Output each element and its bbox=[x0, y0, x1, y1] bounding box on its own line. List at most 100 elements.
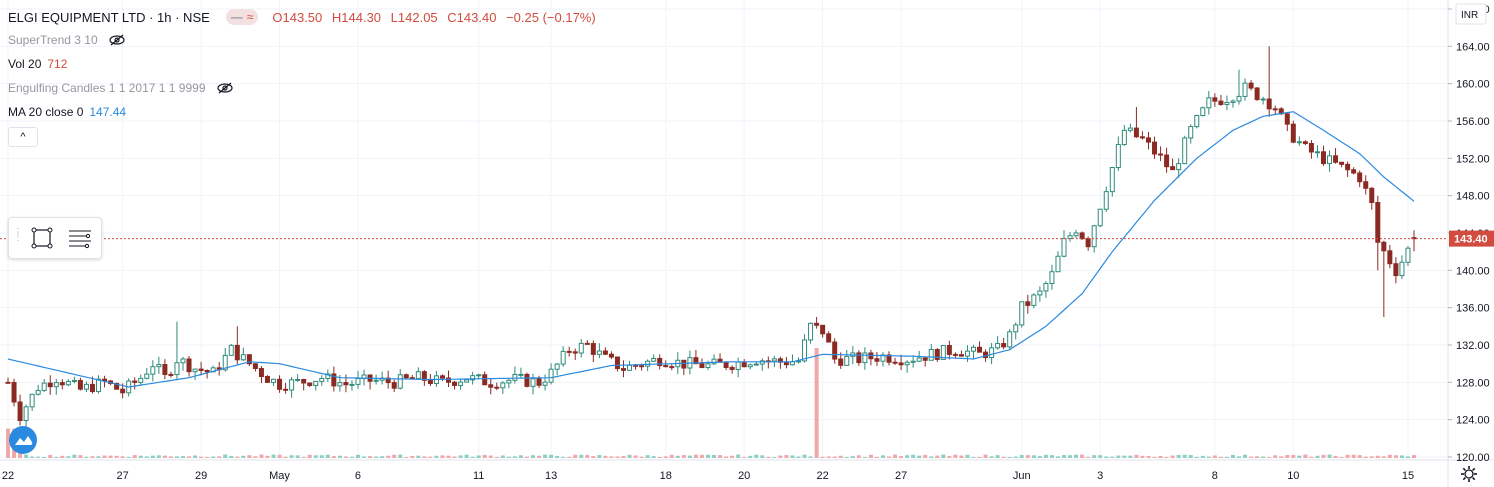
volume-bar bbox=[1194, 456, 1199, 458]
volume-bar bbox=[959, 455, 964, 458]
candle-body bbox=[705, 363, 711, 369]
volume-bar bbox=[856, 455, 861, 458]
volume-bar bbox=[1291, 454, 1296, 458]
volume-bar bbox=[54, 456, 59, 458]
settings-gear-icon[interactable] bbox=[1460, 465, 1478, 483]
collapse-legend-button[interactable]: ^ bbox=[8, 127, 38, 147]
volume-bar bbox=[911, 454, 916, 458]
volume-bar bbox=[893, 454, 898, 458]
candle-body bbox=[862, 352, 868, 364]
volume-bar bbox=[374, 456, 379, 458]
volume-bar bbox=[518, 455, 523, 458]
drawing-toolbox[interactable]: ⋮ ⋮ bbox=[8, 217, 102, 259]
candle-body bbox=[530, 378, 536, 387]
drag-handle-icon[interactable]: ⋮ ⋮ bbox=[13, 227, 23, 243]
hidden-eye-icon[interactable] bbox=[108, 34, 126, 46]
volume-bar bbox=[603, 455, 608, 458]
volume-bar bbox=[1188, 454, 1193, 458]
volume-bar bbox=[887, 456, 892, 458]
candle-body bbox=[627, 364, 633, 371]
volume-bar bbox=[42, 456, 47, 458]
candle-body bbox=[494, 386, 500, 389]
volume-bar bbox=[1055, 456, 1060, 458]
volume-bar bbox=[102, 455, 107, 458]
lines-tool-icon[interactable] bbox=[67, 226, 93, 250]
candle-body bbox=[759, 360, 765, 365]
volume-bar bbox=[78, 455, 83, 458]
last-price-badge bbox=[1449, 230, 1494, 247]
compare-pill[interactable]: — ≈ bbox=[225, 9, 259, 25]
candle-body bbox=[536, 378, 542, 386]
candle-body bbox=[596, 350, 602, 355]
candle-body bbox=[808, 322, 814, 341]
candle-body bbox=[584, 342, 590, 345]
candle-body bbox=[1393, 263, 1399, 277]
volume-bar bbox=[1134, 454, 1139, 458]
indicator-engulfing[interactable]: Engulfing Candles 1 1 2017 1 1 9999 bbox=[8, 81, 234, 95]
candle-body bbox=[1357, 172, 1363, 183]
candle-body bbox=[89, 383, 95, 393]
volume-bar bbox=[458, 455, 463, 458]
candle-body bbox=[355, 378, 361, 385]
volume-bar bbox=[1116, 455, 1121, 458]
candle-body bbox=[1206, 97, 1212, 109]
candle-body bbox=[747, 364, 753, 368]
indicator-ma[interactable]: MA 20 close 0 147.44 bbox=[8, 105, 126, 119]
candle-body bbox=[83, 383, 89, 390]
volume-bar bbox=[205, 456, 210, 458]
volume-bar bbox=[156, 455, 161, 458]
volume-bar bbox=[1255, 456, 1260, 458]
volume-bar bbox=[428, 456, 433, 458]
hidden-eye-icon[interactable] bbox=[216, 82, 234, 94]
candle-body bbox=[1079, 232, 1085, 240]
volume-bar bbox=[337, 455, 342, 458]
candle-body bbox=[1302, 141, 1308, 145]
volume-bar bbox=[229, 455, 234, 458]
candle-body bbox=[874, 358, 880, 362]
y-tick-label: 140.00 bbox=[1456, 265, 1490, 277]
candle-body bbox=[1351, 169, 1357, 174]
volume-bar bbox=[995, 455, 1000, 458]
candlestick-series bbox=[5, 46, 1417, 428]
candle-body bbox=[506, 379, 512, 384]
volume-bar bbox=[621, 455, 626, 458]
volume-bar bbox=[90, 456, 95, 458]
candle-body bbox=[989, 347, 995, 359]
volume-bar bbox=[1237, 456, 1242, 458]
candle-body bbox=[771, 358, 777, 362]
candle-body bbox=[1031, 294, 1037, 306]
volume-bar bbox=[1405, 456, 1410, 458]
volume-bar bbox=[693, 454, 698, 458]
volume-bar bbox=[289, 455, 294, 458]
y-tick-label: 164.00 bbox=[1456, 41, 1490, 53]
indicator-supertrend[interactable]: SuperTrend 3 10 bbox=[8, 33, 126, 47]
volume-bar bbox=[355, 454, 360, 458]
volume-bar bbox=[862, 456, 867, 458]
candle-body bbox=[1339, 161, 1345, 165]
indicator-value: 147.44 bbox=[89, 105, 127, 119]
rectangle-tool-icon[interactable] bbox=[29, 226, 55, 250]
candle-body bbox=[1013, 324, 1019, 333]
candle-body bbox=[96, 378, 102, 393]
candle-body bbox=[651, 357, 657, 362]
candle-body bbox=[560, 350, 566, 365]
candle-body bbox=[856, 352, 862, 364]
candle-body bbox=[313, 380, 319, 386]
volume-bar bbox=[1327, 454, 1332, 458]
change-value: −0.25 (−0.17%) bbox=[506, 9, 596, 25]
tradingview-logo-icon[interactable] bbox=[9, 426, 37, 454]
y-tick-label: 124.00 bbox=[1456, 415, 1490, 427]
volume-bar bbox=[1230, 454, 1235, 458]
indicator-volume[interactable]: Vol 20 712 bbox=[8, 57, 67, 71]
volume-bar bbox=[331, 456, 336, 458]
candle-body bbox=[343, 382, 349, 386]
volume-bar bbox=[150, 455, 155, 458]
candle-body bbox=[138, 377, 144, 383]
volume-bar bbox=[549, 454, 554, 458]
volume-bar bbox=[362, 456, 367, 458]
volume-bar bbox=[675, 455, 680, 458]
candle-body bbox=[1103, 191, 1109, 210]
volume-bar bbox=[663, 456, 668, 458]
